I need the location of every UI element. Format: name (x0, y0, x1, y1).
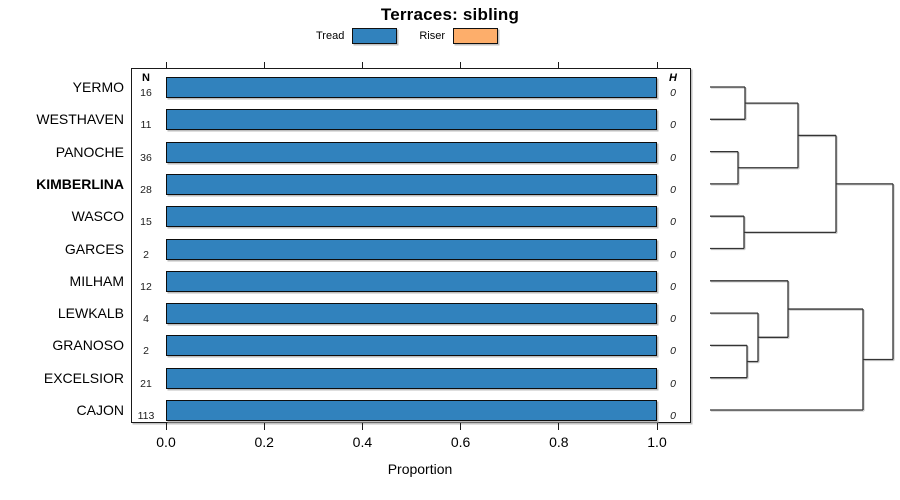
h-value-wasco: 0 (670, 216, 676, 229)
x-tick-bottom-0.6 (460, 423, 462, 430)
legend: Tread Riser (316, 28, 498, 44)
h-value-kimberlina: 0 (670, 183, 676, 196)
row-label-milham: MILHAM (69, 272, 124, 289)
h-value-yermo: 0 (670, 87, 676, 99)
bar-tread-excelsior (166, 367, 657, 389)
h-value-lewkalb: 0 (670, 313, 676, 326)
h-value-cajon: 0 (670, 410, 676, 422)
bar-tread-wasco (166, 206, 657, 228)
x-tick-label-0.8: 0.8 (549, 434, 569, 450)
x-tick-top-0.2 (263, 62, 265, 68)
h-value-westhaven: 0 (670, 119, 676, 132)
h-value-garces: 0 (670, 248, 676, 261)
n-value-yermo: 16 (140, 87, 152, 99)
h-value-excelsior: 0 (670, 377, 676, 390)
bar-tread-milham (166, 270, 657, 292)
n-value-milham: 12 (140, 280, 152, 293)
bar-tread-garces (166, 238, 657, 260)
row-label-panoche: PANOCHE (55, 143, 124, 160)
n-value-cajon: 113 (137, 410, 155, 422)
row-label-wasco: WASCO (71, 208, 124, 225)
bar-tread-yermo (166, 77, 657, 98)
bar-tread-lewkalb (166, 303, 657, 325)
x-tick-bottom-1.0 (656, 423, 658, 430)
row-label-yermo: YERMO (72, 79, 124, 95)
h-value-panoche: 0 (670, 151, 676, 164)
h-value-granoso: 0 (670, 345, 676, 358)
x-tick-top-0.4 (361, 62, 363, 68)
x-axis-title: Proportion (387, 461, 453, 477)
x-tick-bottom-0.8 (558, 423, 560, 430)
n-column-header: N (142, 72, 150, 84)
bar-tread-cajon (166, 400, 657, 421)
chart-title: Terraces: sibling (380, 5, 520, 24)
h-value-milham: 0 (670, 280, 676, 293)
h-column-header: H (669, 72, 677, 84)
legend-label-riser: Riser (419, 30, 445, 42)
row-label-cajon: CAJON (76, 402, 124, 418)
bar-tread-kimberlina (166, 173, 657, 195)
bar-tread-panoche (166, 141, 657, 163)
n-value-westhaven: 11 (140, 119, 152, 132)
n-value-garces: 2 (143, 248, 149, 261)
bar-tread-westhaven (166, 109, 657, 131)
x-tick-top-0.8 (558, 62, 560, 68)
x-tick-top-0.6 (460, 62, 462, 68)
x-tick-label-0.2: 0.2 (254, 434, 274, 450)
plot-box (131, 68, 691, 423)
n-value-panoche: 36 (140, 151, 152, 164)
legend-label-tread: Tread (316, 30, 345, 42)
x-tick-top-1.0 (656, 62, 658, 68)
x-tick-bottom-0.0 (165, 423, 167, 430)
row-label-westhaven: WESTHAVEN (36, 111, 124, 128)
x-tick-label-0.4: 0.4 (352, 434, 373, 450)
n-value-kimberlina: 28 (140, 183, 152, 196)
row-label-kimberlina: KIMBERLINA (36, 175, 124, 192)
legend-swatch-riser (453, 28, 498, 44)
row-label-excelsior: EXCELSIOR (43, 369, 124, 386)
n-value-lewkalb: 4 (143, 313, 149, 326)
x-tick-bottom-0.2 (263, 423, 265, 430)
x-tick-label-1.0: 1.0 (647, 434, 667, 450)
x-tick-bottom-0.4 (361, 423, 363, 430)
row-label-garces: GARCES (64, 240, 124, 257)
row-label-granoso: GRANOSO (52, 337, 124, 354)
n-value-excelsior: 21 (140, 377, 152, 390)
legend-swatch-tread (352, 28, 398, 44)
x-tick-label-0.6: 0.6 (450, 434, 471, 450)
row-label-lewkalb: LEWKALB (57, 305, 124, 322)
x-tick-label-0.0: 0.0 (156, 434, 176, 450)
bar-tread-granoso (166, 335, 657, 357)
n-value-granoso: 2 (143, 345, 149, 358)
x-tick-top-0.0 (165, 62, 167, 68)
n-value-wasco: 15 (140, 216, 152, 229)
